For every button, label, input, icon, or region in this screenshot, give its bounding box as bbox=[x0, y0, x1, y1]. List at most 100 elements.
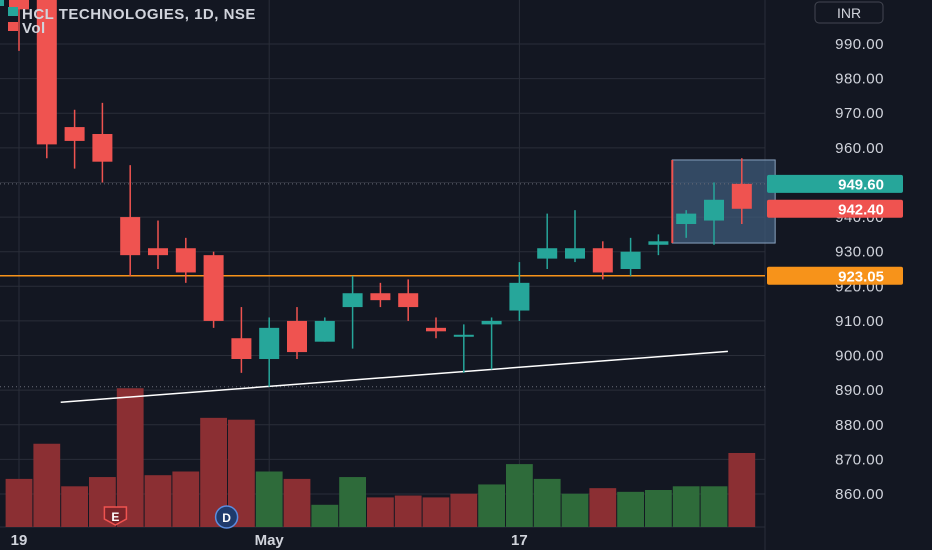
time-axis[interactable]: 19 May 17 bbox=[11, 532, 528, 549]
candle-down[interactable] bbox=[731, 158, 752, 224]
candle-down[interactable] bbox=[370, 282, 391, 308]
header-accent bbox=[0, 0, 4, 6]
candle-up[interactable] bbox=[537, 213, 558, 269]
candle-up[interactable] bbox=[509, 262, 530, 321]
price-tag-label: 923.05 bbox=[838, 268, 884, 285]
price-axis-label: 880.00 bbox=[835, 417, 884, 434]
candle-body bbox=[120, 217, 141, 256]
earnings-label: E bbox=[111, 510, 119, 524]
candle-body bbox=[537, 248, 558, 259]
volume-bar bbox=[255, 471, 283, 527]
price-tag-label: 949.60 bbox=[838, 176, 884, 193]
candle-down[interactable] bbox=[92, 102, 113, 183]
candle-up[interactable] bbox=[342, 275, 363, 349]
candle-body bbox=[592, 248, 613, 273]
volume-label: Vol bbox=[22, 20, 46, 37]
currency-button-frame[interactable] bbox=[814, 1, 884, 24]
candle-body bbox=[731, 183, 752, 209]
candle-down[interactable] bbox=[120, 165, 141, 276]
price-axis-label: 980.00 bbox=[835, 71, 884, 88]
candle-up[interactable] bbox=[676, 210, 697, 238]
price-tags-layer: 949.60 942.40 923.05 bbox=[767, 174, 903, 285]
candle-up[interactable] bbox=[259, 317, 280, 387]
candle-body bbox=[36, 0, 57, 145]
candle-down[interactable] bbox=[231, 307, 252, 373]
volume-bar bbox=[339, 477, 366, 527]
price-tag-box bbox=[767, 199, 903, 218]
price-axis-label: 960.00 bbox=[835, 140, 884, 157]
drawing-lines-layer[interactable] bbox=[0, 183, 765, 404]
price-tag-box bbox=[767, 266, 903, 285]
support-trend-line[interactable] bbox=[60, 350, 728, 404]
price-axis-label: 910.00 bbox=[835, 313, 884, 330]
volume-bar bbox=[672, 486, 700, 527]
candle-down[interactable] bbox=[64, 109, 85, 169]
candle-body bbox=[648, 241, 669, 245]
candle-body bbox=[203, 255, 224, 321]
candle-body bbox=[620, 251, 641, 269]
price-tag-box bbox=[767, 174, 903, 193]
volume-bar bbox=[172, 471, 200, 527]
candle-up[interactable] bbox=[453, 324, 474, 373]
volume-bar bbox=[422, 497, 450, 527]
candle-up[interactable] bbox=[565, 210, 585, 263]
price-axis-label: 860.00 bbox=[835, 486, 884, 503]
candle-up[interactable] bbox=[481, 317, 502, 370]
currency-button[interactable]: INR bbox=[814, 1, 884, 24]
candle-down[interactable] bbox=[203, 251, 224, 328]
earnings-event-marker[interactable]: E bbox=[103, 506, 128, 526]
candle-down[interactable] bbox=[9, 0, 29, 51]
time-axis-label: 19 bbox=[11, 532, 28, 549]
volume-bar bbox=[617, 491, 644, 527]
candle-down[interactable] bbox=[426, 317, 446, 339]
candle-body bbox=[92, 134, 113, 162]
candle-down[interactable] bbox=[398, 279, 419, 321]
volume-bar bbox=[561, 493, 589, 527]
candle-body bbox=[565, 248, 585, 259]
price-axis-label: 870.00 bbox=[835, 451, 884, 468]
chart-title: HCL TECHNOLOGIES, 1D, NSE bbox=[22, 6, 256, 23]
candle-down[interactable] bbox=[148, 220, 168, 269]
dividend-event-marker[interactable]: D bbox=[214, 505, 239, 529]
dividend-label: D bbox=[222, 511, 231, 525]
candle-body bbox=[314, 320, 335, 342]
candle-body bbox=[148, 248, 168, 256]
volume-bar bbox=[61, 486, 88, 527]
price-tag-last-close: 942.40 bbox=[767, 199, 903, 218]
title-symbol-icon bbox=[8, 7, 18, 16]
candle-up[interactable] bbox=[648, 234, 669, 256]
price-axis-label: 930.00 bbox=[835, 244, 884, 261]
candle-body bbox=[370, 293, 391, 301]
candle-up[interactable] bbox=[704, 182, 724, 245]
volume-bar bbox=[450, 493, 478, 527]
candle-down[interactable] bbox=[175, 237, 196, 283]
price-tag-last-open: 949.60 bbox=[767, 174, 903, 193]
price-tag-alert: 923.05 bbox=[767, 266, 903, 285]
volume-bar bbox=[645, 490, 672, 527]
candle-up[interactable] bbox=[314, 317, 335, 342]
volume-bar bbox=[728, 453, 756, 527]
candle-down[interactable] bbox=[592, 241, 613, 280]
candle-body bbox=[259, 327, 280, 359]
candle-body bbox=[426, 327, 446, 332]
candle-up[interactable] bbox=[620, 237, 641, 276]
candle-body bbox=[509, 282, 530, 311]
volume-symbol-icon bbox=[8, 22, 18, 31]
candle-down[interactable] bbox=[287, 307, 307, 359]
candles-layer[interactable] bbox=[9, 0, 752, 387]
candle-body bbox=[9, 0, 29, 10]
dividend-icon bbox=[214, 505, 239, 529]
volume-bar bbox=[589, 488, 617, 527]
volume-bar bbox=[33, 443, 61, 527]
price-axis-label: 990.00 bbox=[835, 36, 884, 53]
volume-bar bbox=[5, 478, 33, 527]
currency-label[interactable]: INR bbox=[837, 5, 861, 21]
candle-down[interactable] bbox=[36, 0, 57, 159]
volume-bar bbox=[311, 504, 339, 527]
time-axis-label: 17 bbox=[511, 532, 528, 549]
volume-bar bbox=[367, 497, 394, 527]
volume-bar bbox=[394, 495, 422, 527]
